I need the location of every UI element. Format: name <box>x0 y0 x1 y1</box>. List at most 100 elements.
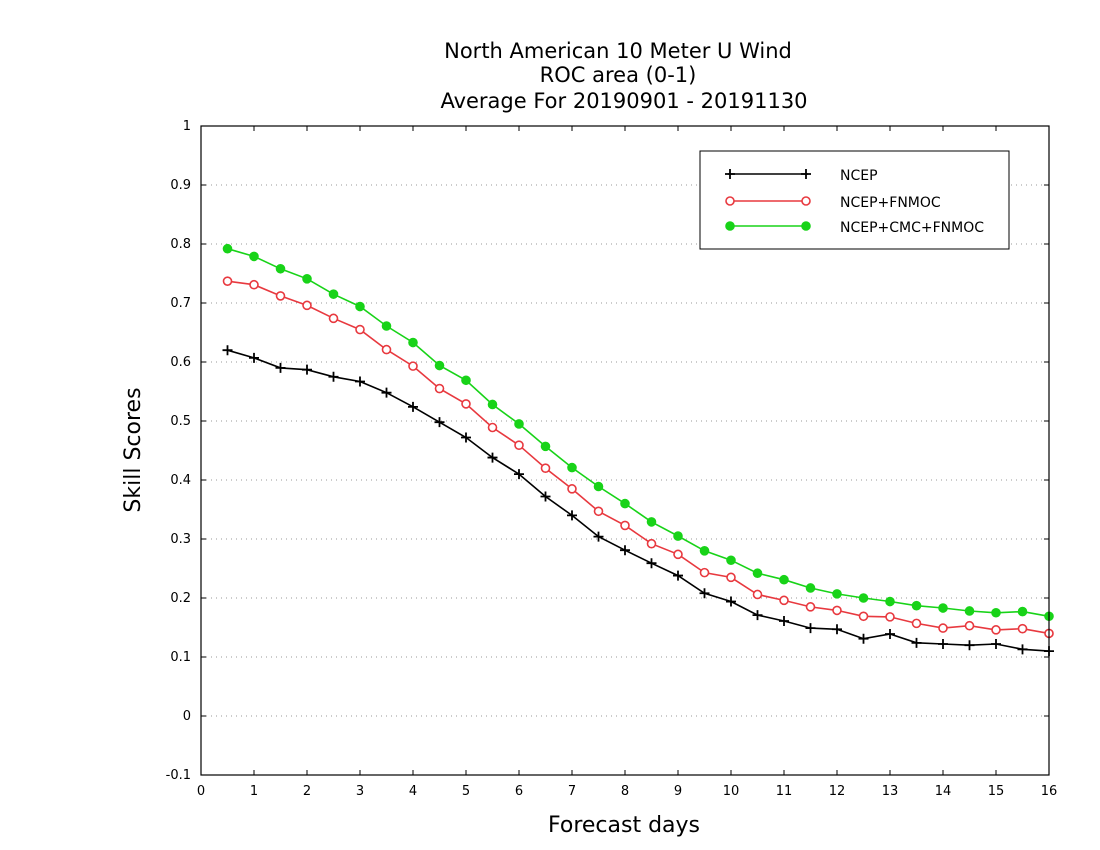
data-point-ncep <box>938 639 948 650</box>
series-line-ncep-cmc-fnmoc <box>227 247 1050 618</box>
data-point-ncep-cmc-fnmoc <box>567 462 577 473</box>
legend-marker-ncep <box>801 169 811 179</box>
x-tick-label: 13 <box>882 784 899 799</box>
data-point-ncep-fnmoc <box>328 313 339 324</box>
legend: NCEP NCEP+FNMOC NCEP+CMC+FNMOC <box>699 150 1010 250</box>
data-point-ncep-fnmoc <box>249 279 259 290</box>
data-point-ncep-cmc-fnmoc <box>805 583 816 593</box>
y-tick-label: 0.7 <box>170 296 191 311</box>
data-point-ncep <box>461 432 471 443</box>
legend-marker-ncep-fnmoc <box>801 196 811 206</box>
y-tick-label: 0 <box>183 709 191 724</box>
data-point-ncep <box>991 639 1001 650</box>
data-point-ncep-cmc-fnmoc <box>1017 606 1028 617</box>
data-point-ncep <box>832 624 842 635</box>
data-point-ncep <box>222 345 233 356</box>
data-point-ncep-cmc-fnmoc <box>673 531 683 541</box>
data-point-ncep-cmc-fnmoc <box>832 589 842 599</box>
y-tick-label: 0.8 <box>170 237 191 252</box>
data-point-ncep-cmc-fnmoc <box>355 301 365 312</box>
y-tick-label: 0.1 <box>170 650 191 665</box>
data-point-ncep-fnmoc <box>832 605 842 616</box>
data-point-ncep-fnmoc <box>487 422 498 433</box>
x-tick-label: 15 <box>988 784 1005 799</box>
x-tick-label: 12 <box>829 784 846 799</box>
data-point-ncep <box>646 558 657 569</box>
data-point-ncep-fnmoc <box>381 344 392 355</box>
data-point-ncep-cmc-fnmoc <box>752 568 763 579</box>
x-tick-label: 14 <box>935 784 952 799</box>
chart-title-line-1: North American 10 Meter U Wind <box>444 39 792 63</box>
data-point-ncep-fnmoc <box>646 538 657 549</box>
x-tick-label: 1 <box>250 784 258 799</box>
data-point-ncep-fnmoc <box>885 612 895 622</box>
data-point-ncep <box>779 616 789 627</box>
data-point-ncep <box>752 610 763 621</box>
data-point-ncep-cmc-fnmoc <box>964 606 975 616</box>
x-tick-label: 9 <box>674 784 682 799</box>
data-point-ncep-cmc-fnmoc <box>487 399 498 410</box>
data-point-ncep-cmc-fnmoc <box>434 360 445 371</box>
data-point-ncep <box>885 628 895 639</box>
data-point-ncep <box>408 401 418 412</box>
data-point-ncep-cmc-fnmoc <box>275 263 286 274</box>
data-point-ncep-fnmoc <box>567 484 577 494</box>
data-point-ncep <box>911 637 922 648</box>
data-point-ncep <box>540 491 551 502</box>
data-point-ncep <box>620 545 630 556</box>
data-point-ncep-cmc-fnmoc <box>514 419 524 429</box>
data-point-ncep-fnmoc <box>699 567 710 578</box>
data-point-ncep-fnmoc <box>858 611 869 622</box>
legend-marker-ncep <box>725 169 735 179</box>
data-point-ncep-fnmoc <box>275 291 286 301</box>
series-ncep-fnmoc <box>222 276 1054 639</box>
data-point-ncep-fnmoc <box>726 572 736 583</box>
data-point-ncep-cmc-fnmoc <box>540 441 551 452</box>
y-tick-label: 1 <box>183 119 191 134</box>
chart-title-line-3: Average For 20190901 - 20191130 <box>440 89 807 113</box>
data-point-ncep-cmc-fnmoc <box>699 546 710 556</box>
data-point-ncep-fnmoc <box>514 440 524 450</box>
y-tick-label: 0.5 <box>170 414 191 429</box>
y-axis-label: Skill Scores <box>121 387 146 512</box>
data-point-ncep <box>275 362 286 373</box>
data-point-ncep-cmc-fnmoc <box>381 321 392 331</box>
data-point-ncep-cmc-fnmoc <box>302 274 312 284</box>
series-layer <box>222 243 1054 657</box>
data-point-ncep-fnmoc <box>222 276 233 286</box>
data-point-ncep-cmc-fnmoc <box>249 251 259 262</box>
data-point-ncep-cmc-fnmoc <box>911 600 922 611</box>
grid-lines <box>201 184 1049 717</box>
axis-ticks: -0.100.10.20.30.40.50.60.70.80.910 1 2 3 4 5 6… <box>166 119 1058 799</box>
data-point-ncep-cmc-fnmoc <box>885 596 895 607</box>
data-point-ncep <box>434 417 445 428</box>
data-point-ncep <box>673 570 683 581</box>
y-tick-label: 0.9 <box>170 178 191 193</box>
y-tick-label: 0.3 <box>170 532 191 547</box>
data-point-ncep <box>487 452 498 463</box>
legend-label-ncep-fnmoc: NCEP+FNMOC <box>840 195 941 211</box>
data-point-ncep <box>328 371 339 382</box>
data-point-ncep <box>726 596 736 607</box>
data-point-ncep-fnmoc <box>408 361 418 371</box>
data-point-ncep <box>302 364 312 375</box>
x-tick-label: 11 <box>776 784 793 799</box>
data-point-ncep-cmc-fnmoc <box>646 517 657 527</box>
data-point-ncep-fnmoc <box>302 300 312 311</box>
data-point-ncep-fnmoc <box>355 324 365 335</box>
data-point-ncep <box>355 376 365 387</box>
legend-label-ncep: NCEP <box>840 168 878 184</box>
data-point-ncep <box>593 531 604 542</box>
x-tick-label: 2 <box>303 784 311 799</box>
data-point-ncep-fnmoc <box>461 399 471 409</box>
legend-marker-ncep-cmc-fnmoc <box>801 221 811 231</box>
y-tick-label: -0.1 <box>166 768 191 783</box>
data-point-ncep-fnmoc <box>593 506 604 517</box>
x-tick-label: 4 <box>409 784 417 799</box>
series-ncep-cmc-fnmoc <box>222 243 1054 622</box>
data-point-ncep-cmc-fnmoc <box>991 607 1001 618</box>
data-point-ncep <box>514 469 524 480</box>
legend-label-ncep-cmc-fnmoc: NCEP+CMC+FNMOC <box>840 220 984 236</box>
data-point-ncep-fnmoc <box>991 625 1001 635</box>
